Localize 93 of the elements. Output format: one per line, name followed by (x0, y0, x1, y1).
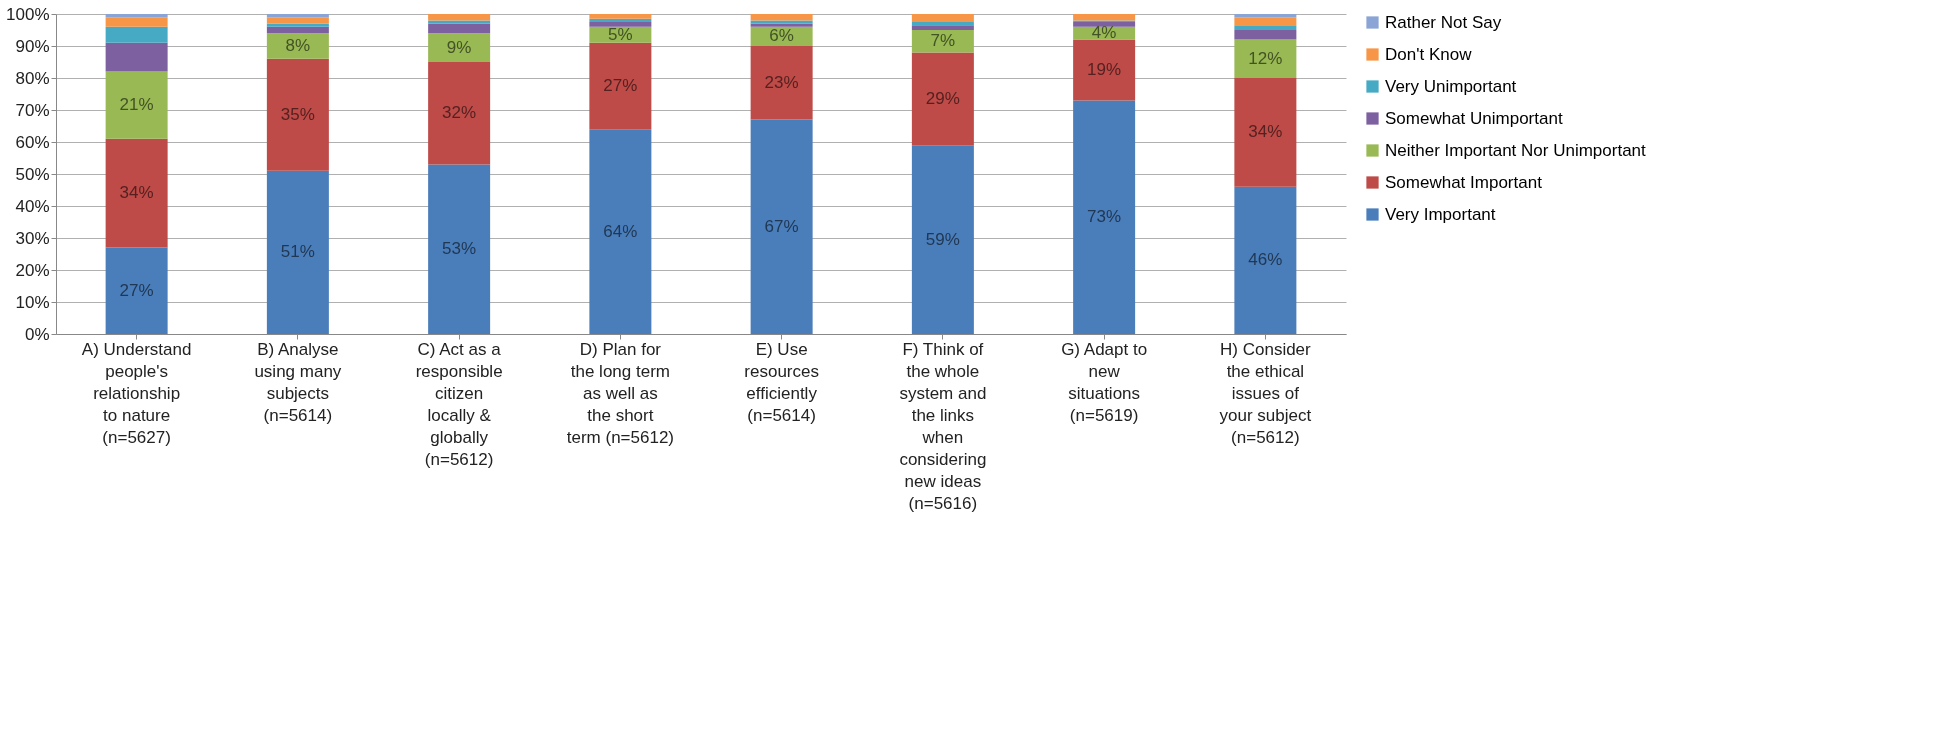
bar (1073, 100, 1136, 334)
bar (911, 145, 974, 334)
bar (911, 14, 974, 22)
bar (589, 14, 652, 19)
legend-label: Rather Not Say (1385, 12, 1502, 32)
x-tick-label: F) Think of the whole system and the links when considering new ideas (n=5616) (899, 339, 987, 513)
bar (750, 46, 813, 120)
x-tick-label: D) Plan for the long term as well as the short term (n=5612) (566, 339, 674, 447)
bar (750, 14, 813, 21)
x-tick-label: A) Understand people's relationship to nature (n=5627) (81, 339, 192, 447)
bar (1234, 30, 1297, 40)
y-tick-label: 10% (15, 292, 50, 312)
bar (105, 14, 168, 18)
bar (1234, 17, 1297, 26)
bar (589, 129, 652, 334)
legend-label: Somewhat Important (1385, 172, 1543, 192)
data-label: 51% (280, 242, 315, 262)
bar (589, 42, 652, 130)
bar (428, 164, 491, 334)
data-label: 32% (442, 103, 477, 123)
data-label: 8% (285, 36, 311, 55)
bar (1234, 186, 1297, 334)
bar (105, 247, 168, 334)
y-tick-label: 30% (15, 228, 50, 248)
bar (589, 18, 652, 22)
y-tick-label: 0% (24, 324, 50, 344)
bar (1234, 78, 1297, 187)
data-label: 6% (769, 26, 794, 46)
bar (428, 14, 491, 21)
bar (266, 58, 329, 171)
data-label: 53% (442, 239, 477, 259)
data-label: 21% (119, 95, 154, 115)
data-label: 34% (1248, 122, 1283, 142)
x-tick-label: H) Consider the ethical issues of your subject (n=5612) (1219, 339, 1312, 447)
data-label: 4% (1091, 23, 1117, 43)
data-label: 29% (925, 88, 960, 108)
bar (105, 42, 168, 72)
x-tick-label: B) Analyse using many subjects (n=5614) (254, 339, 342, 425)
y-tick-label: 40% (15, 196, 50, 216)
bar (428, 62, 491, 165)
bar (105, 17, 168, 27)
data-label: 59% (925, 229, 960, 249)
y-tick-label: 70% (15, 100, 50, 120)
data-label: 27% (603, 76, 638, 95)
data-label: 7% (930, 31, 956, 51)
bar (266, 17, 329, 24)
y-tick-label: 60% (15, 132, 50, 152)
y-tick-label: 100% (6, 4, 50, 24)
bar (1073, 39, 1136, 101)
bar (1234, 14, 1297, 18)
bar (911, 25, 974, 30)
data-label: 27% (119, 280, 154, 300)
data-label: 64% (603, 221, 638, 241)
bar (428, 23, 491, 34)
x-tick-label: G) Adapt to new situations (n=5619) (1061, 339, 1148, 425)
bar (750, 119, 813, 334)
data-label: 34% (119, 183, 154, 203)
bar (266, 33, 329, 59)
data-label: 46% (1248, 250, 1283, 270)
bar (589, 22, 652, 27)
bar (266, 23, 329, 27)
data-label: 5% (608, 24, 633, 44)
bar (266, 26, 329, 34)
bar (105, 71, 168, 139)
bar (911, 22, 974, 26)
y-tick-label: 50% (15, 164, 50, 184)
x-tick-label: E) Use resources efficiently (n=5614) (744, 339, 819, 425)
bar (1073, 22, 1136, 27)
y-tick-label: 20% (15, 260, 50, 280)
bar (911, 52, 974, 146)
bar (105, 26, 168, 43)
data-label: 73% (1087, 207, 1122, 227)
bar (105, 138, 168, 248)
legend-label: Somewhat Unimportant (1385, 108, 1563, 128)
x-tick-label: C) Act as a responsible citizen locally & globally (n=5612) (415, 339, 503, 469)
data-label: 23% (764, 72, 799, 92)
legend-label: Don't Know (1385, 44, 1473, 64)
data-label: 19% (1087, 60, 1122, 79)
legend-label: Very Unimportant (1385, 76, 1517, 96)
bar (428, 20, 491, 24)
bar (266, 170, 329, 334)
data-label: 12% (1248, 48, 1283, 68)
data-label: 9% (446, 37, 472, 57)
bar (266, 14, 329, 18)
bar (1073, 14, 1136, 21)
y-tick-label: 90% (15, 36, 50, 56)
legend-label: Very Important (1385, 204, 1496, 224)
legend-label: Neither Important Nor Unimportant (1385, 140, 1647, 160)
y-tick-label: 80% (15, 68, 50, 88)
bar (1234, 25, 1297, 30)
data-label: 35% (280, 104, 315, 124)
data-label: 67% (764, 216, 799, 236)
bar (428, 33, 491, 62)
